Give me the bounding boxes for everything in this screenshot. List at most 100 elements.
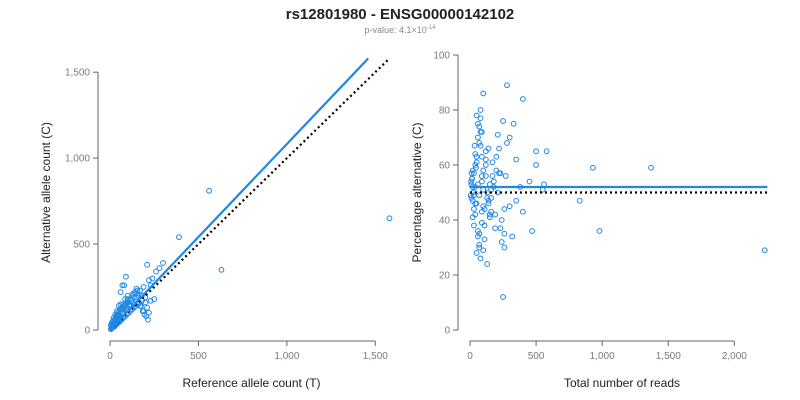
data-point [497,225,504,232]
data-point [500,118,506,124]
y-tick-label: 20 [439,271,451,282]
data-point [476,140,483,146]
data-point [490,178,497,185]
percentage-scatter-panel: 0 20 40 60 80 100 0 500 1,000 1,500 2,000 Total num… [410,51,768,390]
data-point [112,321,119,327]
data-point [476,241,483,248]
data-point [476,123,483,130]
x-tick-label: 1,500 [656,351,681,362]
data-point [477,255,484,262]
data-point [513,156,520,163]
data-point [480,247,487,254]
data-point [472,162,479,168]
data-point [468,170,475,177]
data-point [482,173,489,179]
data-point [153,268,159,275]
data-point [477,107,484,113]
data-point [472,151,479,157]
data-point [478,219,485,226]
data-point [473,159,480,166]
x-tick-label: 500 [528,351,545,362]
data-point [482,156,489,163]
expected-reference-line [109,59,389,331]
p-value-text: p-value: 4.1×10 [364,25,427,35]
data-point [121,282,128,289]
allele-count-scatter-panel: 0 500 1,000 1,500 0 500 1,000 1,500 Reference al… [39,57,393,390]
data-point [484,261,491,267]
data-point [119,282,126,289]
data-point [500,294,506,300]
data-point [471,222,477,229]
data-point [501,230,508,237]
data-point [147,297,154,304]
y-tick-label: 60 [439,161,451,172]
data-point [475,134,481,141]
data-point [486,214,493,221]
data-point [476,244,483,251]
data-point [137,287,143,294]
data-point [496,145,502,152]
data-point [489,159,496,166]
data-point [471,170,477,177]
data-point [519,208,526,215]
data-point [648,164,654,171]
data-point [206,187,212,194]
data-point [144,261,151,268]
data-point [513,197,520,204]
y-tick-label: 1,000 [65,154,90,165]
data-point [482,148,489,155]
data-point [471,142,478,149]
data-point [504,140,510,146]
x-axis-title: Reference allele count (T) [182,376,320,390]
fit-line [109,57,370,331]
data-point [519,96,526,102]
y-axis-title: Percentage alternative (C) [410,122,424,262]
data-point [498,239,505,245]
data-point [176,234,182,241]
data-point [509,233,516,240]
x-tick-label: 1,000 [590,351,615,362]
data-point [576,197,583,204]
data-point [475,233,481,240]
p-value-exponent: -14 [426,25,436,31]
data-point [533,148,539,155]
data-point [492,225,499,232]
data-point [480,90,487,97]
data-point [473,250,480,256]
data-point [477,129,484,135]
data-point [485,197,492,204]
data-point [590,164,596,171]
data-point [121,303,128,309]
data-point [146,309,152,316]
data-point [761,247,768,254]
data-point [123,273,129,280]
data-point [494,131,501,138]
data-point [473,164,479,171]
data-point [480,203,487,210]
y-tick-label: 1,500 [65,68,90,79]
data-point [489,173,496,179]
data-point [496,170,502,177]
y-tick-label: 0 [84,326,90,337]
y-axis-title: Alternative allele count (C) [39,122,53,263]
data-point [149,275,156,282]
data-point [526,178,533,185]
data-point [481,206,488,212]
x-axis-title: Total number of reads [564,376,680,390]
data-point [469,175,475,182]
data-point [473,112,480,119]
data-point [114,311,120,318]
y-tick-label: 40 [439,216,451,227]
data-point [484,189,491,196]
data-point [477,142,484,149]
y-tick-label: 0 [444,326,450,337]
y-tick-label: 100 [433,51,450,62]
data-point [476,230,483,237]
data-point [484,195,491,201]
data-point [218,266,225,273]
data-point [475,228,481,234]
data-point [481,236,488,243]
data-point [475,120,481,127]
data-point [502,173,509,179]
